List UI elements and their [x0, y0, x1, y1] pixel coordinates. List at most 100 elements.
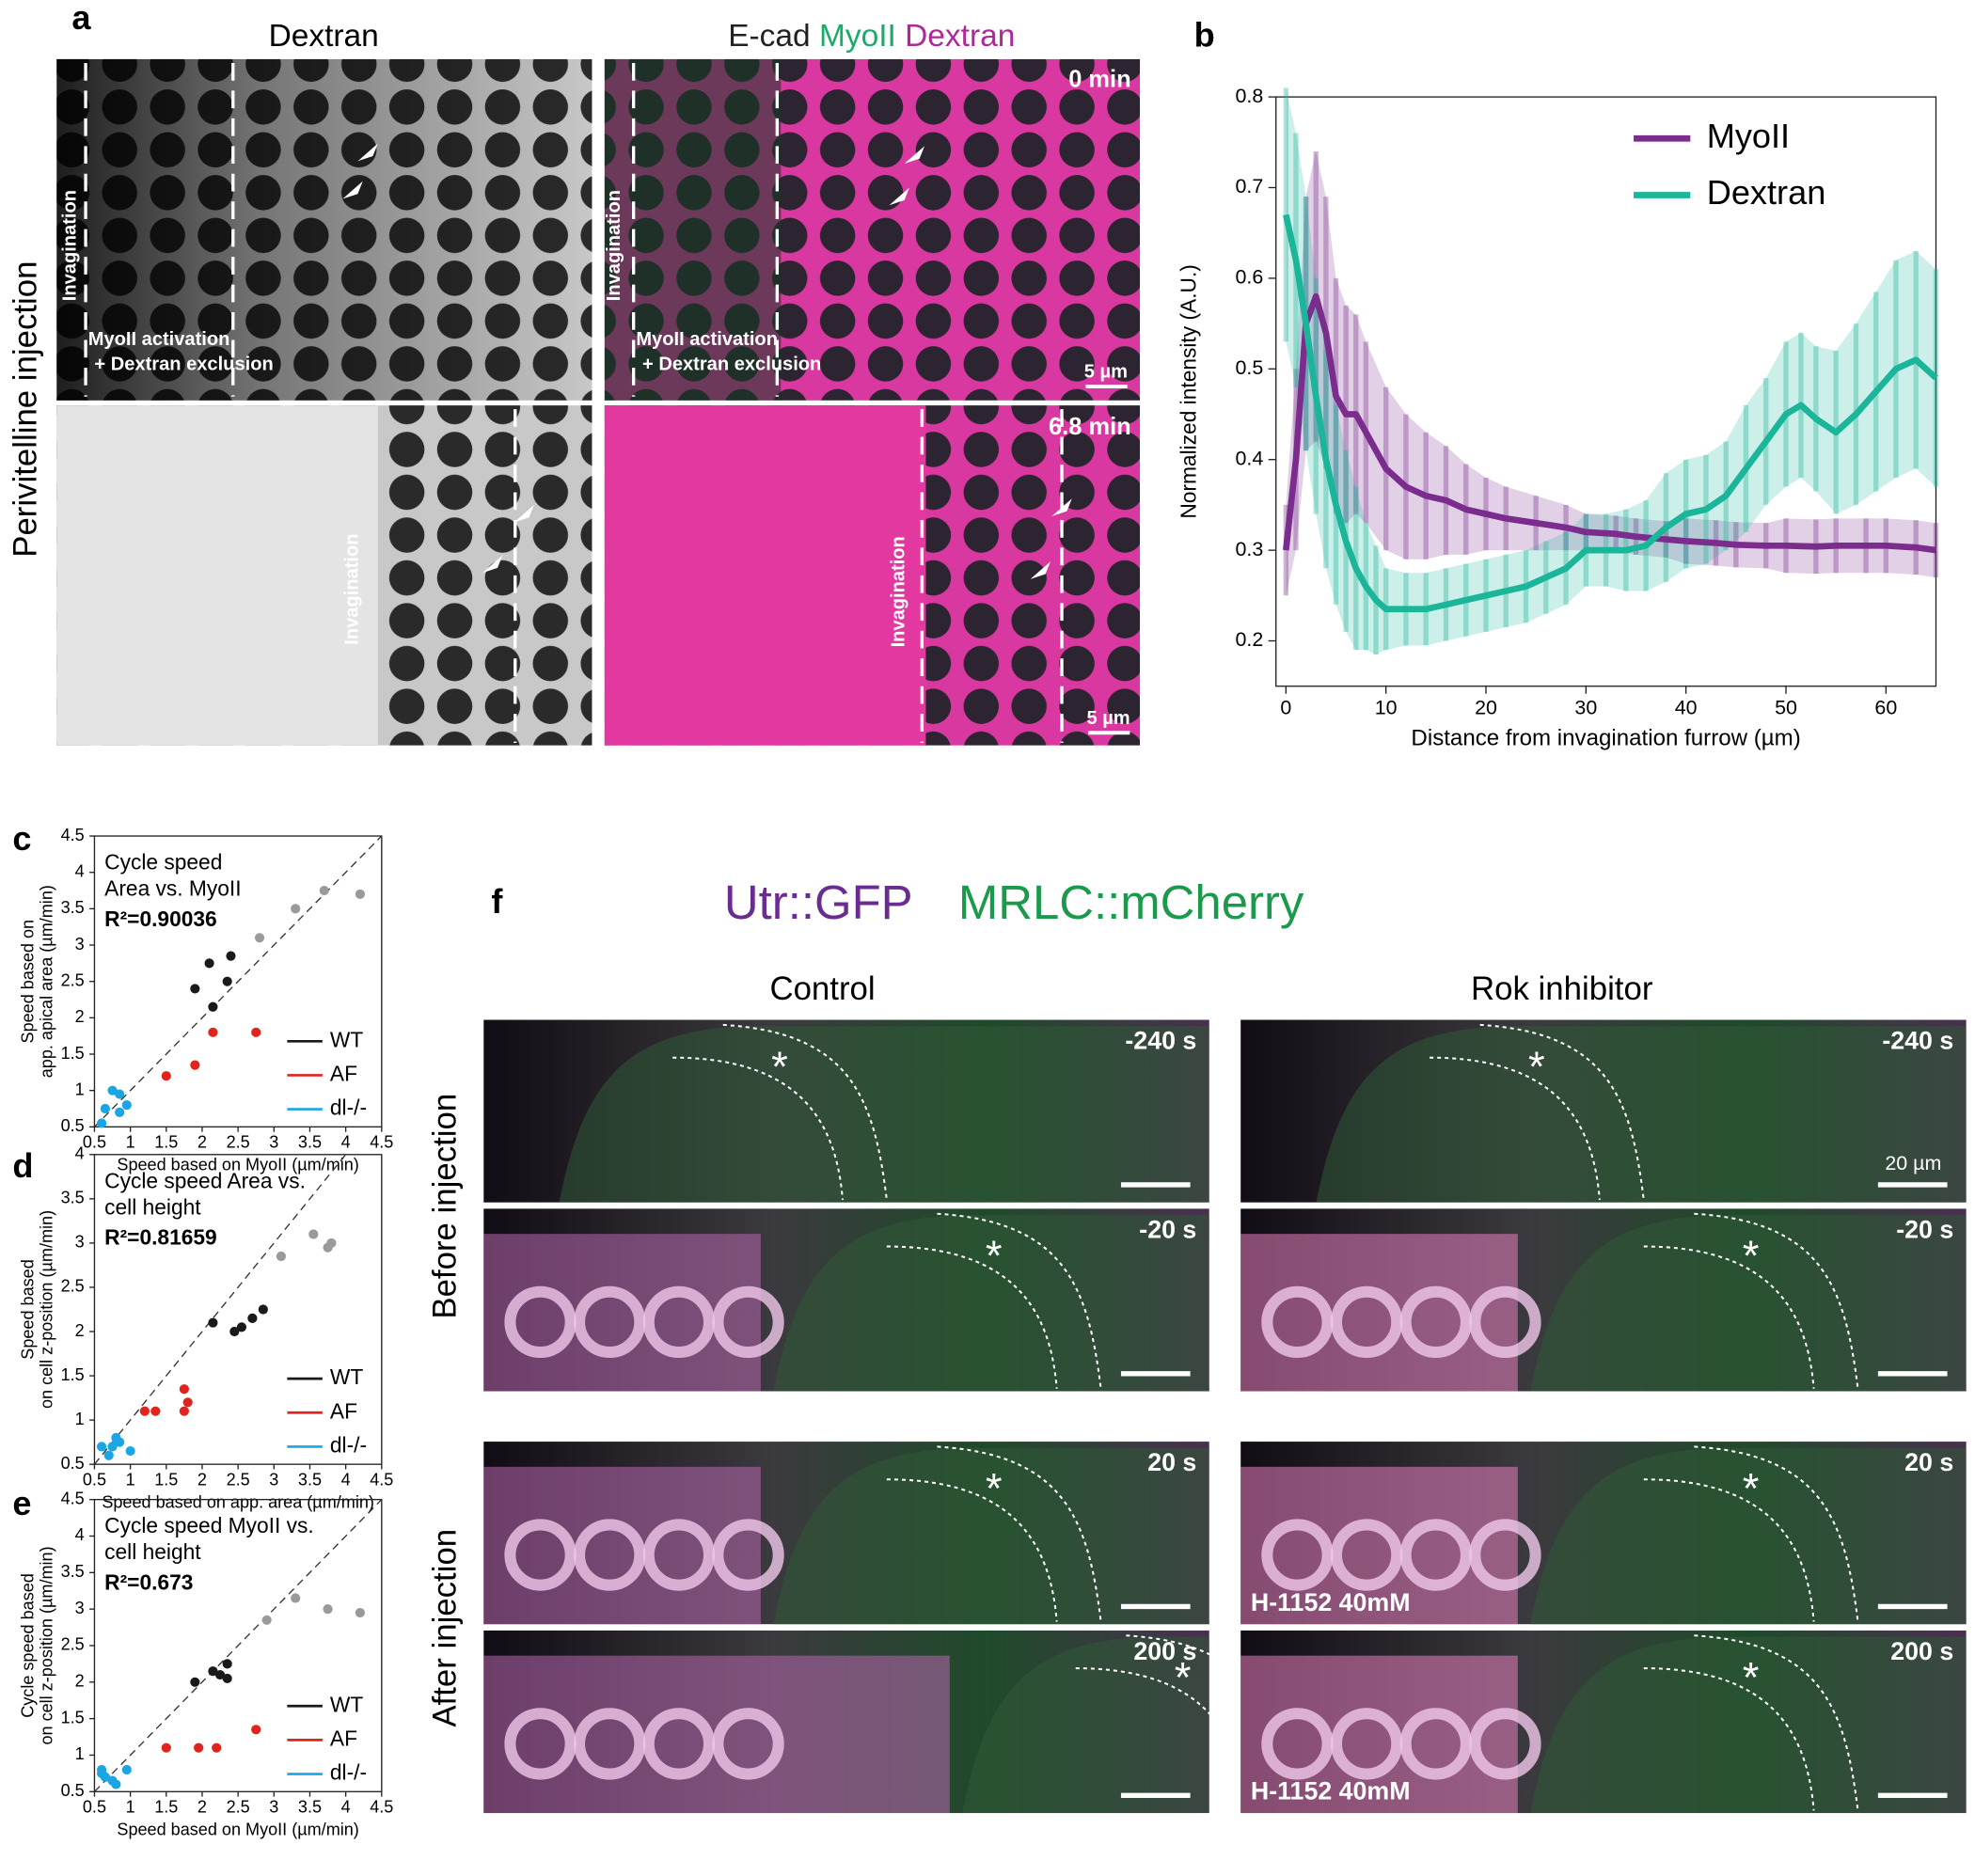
data-point	[100, 1103, 110, 1114]
time-label: -240 s	[1125, 1027, 1196, 1055]
x-tick-label: 1.5	[154, 1797, 178, 1816]
legend-label: dl-/-	[330, 1432, 367, 1457]
column-title: Rok inhibitor	[1471, 970, 1653, 1007]
data-point	[139, 1406, 150, 1416]
time-label: 20 s	[1147, 1448, 1196, 1476]
x-tick-label: 3	[269, 1133, 278, 1152]
cell-outline	[886, 1212, 1102, 1389]
dashed-lines	[84, 62, 1064, 743]
y-tick-label: 1	[75, 1080, 85, 1098]
x-tick-label: 0.5	[83, 1133, 106, 1152]
x-tick-label: 3.5	[298, 1133, 322, 1152]
data-point	[179, 1384, 189, 1395]
x-tick-label: 10	[1375, 696, 1398, 718]
data-point	[212, 1742, 222, 1753]
x-tick-label: 1	[126, 1133, 135, 1152]
data-point	[190, 1060, 200, 1070]
cell-ring	[574, 1708, 646, 1780]
y-tick-label: 3	[75, 1233, 85, 1252]
cell-outline	[886, 1445, 1102, 1622]
cell-ring	[574, 1519, 646, 1591]
cell-ring	[1261, 1285, 1334, 1359]
data-point	[251, 1027, 261, 1037]
x-tick-label: 2.5	[227, 1133, 250, 1152]
y-axis-title: Cycle speed based	[19, 1573, 38, 1718]
data-point	[161, 1742, 171, 1753]
time-label: 200 s	[1890, 1637, 1953, 1665]
panel-label: e	[12, 1484, 31, 1522]
data-point	[121, 1764, 132, 1775]
panel-label: b	[1194, 16, 1215, 55]
time-label: -20 s	[1139, 1216, 1196, 1244]
annotation: Invagination	[889, 536, 909, 647]
inset-text: Area vs. MyoII	[104, 876, 241, 901]
time-label: 20 s	[1904, 1448, 1953, 1476]
tissue	[559, 1026, 1209, 1203]
legend-label: WT	[330, 1027, 363, 1051]
x-tick-label: 30	[1574, 696, 1597, 718]
cell-ring	[712, 1708, 784, 1780]
error-band	[1286, 150, 1936, 596]
cell-ring	[642, 1285, 716, 1359]
x-tick-label: 1	[126, 1470, 135, 1489]
y-axis-title: app. apical area (µm/min)	[38, 885, 56, 1078]
y-tick-label: 1.5	[61, 1708, 85, 1726]
column-title: Dextran	[269, 19, 379, 54]
panel-label: c	[12, 819, 31, 858]
asterisk: *	[1175, 1654, 1192, 1702]
cell-outline	[1643, 1212, 1859, 1389]
x-tick-label: 0.5	[83, 1797, 106, 1816]
y-tick-label: 0.5	[61, 1781, 85, 1800]
tissue	[962, 1636, 1209, 1814]
cell-ring	[712, 1519, 784, 1591]
data-point	[107, 1442, 118, 1452]
tissue	[1530, 1447, 1967, 1625]
data-point	[161, 1071, 171, 1081]
x-tick-label: 0.5	[83, 1470, 106, 1489]
y-tick-label: 2.5	[61, 970, 85, 989]
data-point	[182, 1397, 193, 1408]
x-tick-label: 2	[198, 1797, 207, 1816]
y-tick-label: 0.5	[1236, 356, 1264, 379]
data-point	[226, 951, 236, 961]
time-label: 200 s	[1133, 1637, 1196, 1665]
micrograph-grid: * -240 s * -240 s 20 µm * -20 s * -20 s * 20 s * 20 …	[483, 1019, 1967, 1814]
data-point	[319, 885, 329, 896]
data-line	[1283, 292, 1936, 554]
x-tick-label: 4	[341, 1470, 351, 1489]
row-label: Perivitelline injection	[8, 261, 44, 558]
legend-label: AF	[330, 1726, 357, 1750]
inset-text: cell height	[104, 1194, 201, 1219]
y-tick-label: 0.6	[1236, 266, 1264, 289]
x-tick-label: 3	[269, 1797, 278, 1816]
y-tick-label: 1	[75, 1744, 85, 1763]
y-tick-label: 1.5	[61, 1044, 85, 1063]
data-point	[276, 1251, 287, 1262]
data-point	[229, 1326, 240, 1337]
x-axis-title: Distance from invagination furrow (µm)	[1411, 725, 1800, 750]
data-point	[179, 1406, 189, 1416]
y-tick-label: 4	[75, 1525, 85, 1544]
y-tick-label: 1.5	[61, 1365, 85, 1384]
data-point	[291, 1593, 301, 1603]
annotation: Invagination	[59, 190, 80, 301]
x-tick-label: 4	[341, 1797, 351, 1816]
y-axis-title: Speed based	[19, 1259, 38, 1359]
y-tick-label: 0.5	[61, 1116, 85, 1135]
data-point	[323, 1604, 333, 1615]
data-point	[111, 1779, 121, 1789]
cell-ring	[1261, 1708, 1334, 1780]
cell-ring	[504, 1285, 577, 1359]
legend-label: WT	[330, 1364, 363, 1389]
scale-bars	[1085, 385, 1130, 735]
cell-ring	[642, 1708, 716, 1780]
tissue	[1530, 1636, 1967, 1814]
data-point	[222, 1673, 232, 1684]
row-label: After injection	[427, 1529, 464, 1727]
data-point	[190, 1677, 200, 1687]
y-tick-label: 0.8	[1236, 85, 1264, 107]
annotation: + Dextran exclusion	[642, 355, 821, 375]
y-tick-label: 2	[75, 1672, 85, 1691]
y-tick-label: 0.7	[1236, 175, 1264, 197]
